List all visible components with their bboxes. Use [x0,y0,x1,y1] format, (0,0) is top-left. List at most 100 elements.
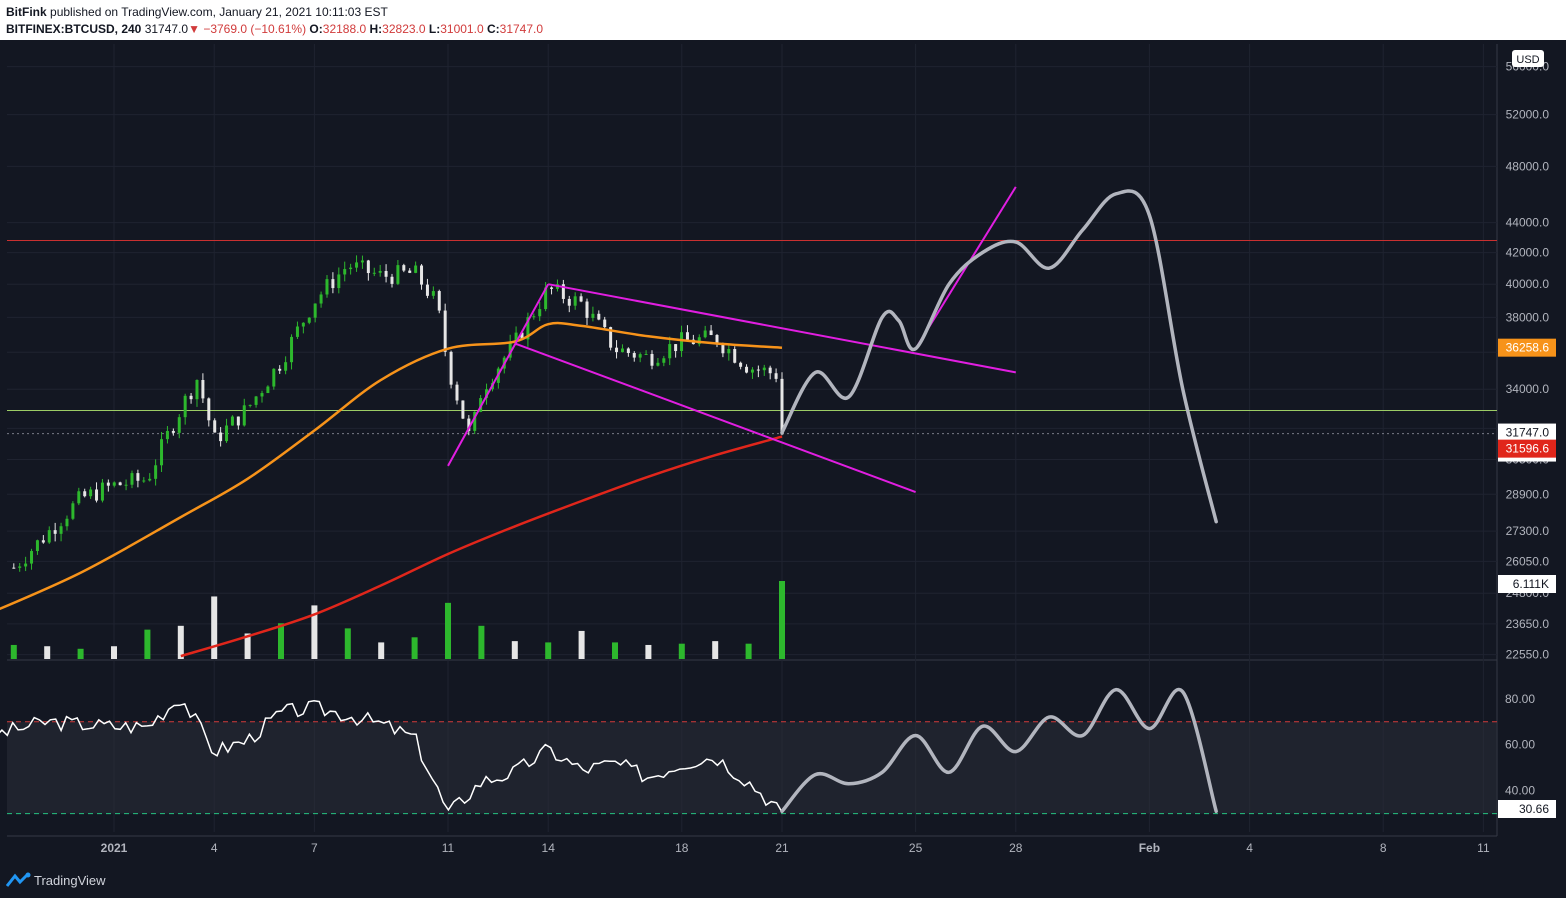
price-axis-label: 48000.0 [1506,159,1550,173]
candle-body [579,296,583,302]
candle-body [35,540,39,552]
candle-body [124,484,128,486]
volume-bar [645,644,652,659]
price-axis-label: 40000.0 [1506,277,1550,291]
time-axis-label: 11 [442,841,455,855]
candle-body [71,503,75,519]
candle-body [242,405,246,426]
candle-body [431,291,435,296]
candle-body [366,260,370,274]
candle-body [225,425,229,442]
candle-body [715,335,719,345]
time-axis-label: 21 [775,841,789,855]
price-projection-line [780,189,1218,524]
candle-body [349,267,353,270]
candle-body [360,260,364,263]
candle-body [295,326,299,337]
candle-body [567,298,571,306]
volume-bar [211,596,218,659]
volume-bar [445,602,451,659]
candle-body [24,563,28,567]
time-axis-label: 8 [1380,841,1387,855]
close-value: 31747.0 [499,22,544,36]
chart-canvas[interactable]: 2021 4 7 11 14 18 21 25 28 Feb 4 8 11 22550.0 23650.0 2… [0,40,1566,862]
currency-label: USD [1516,54,1539,66]
chart-frame[interactable]: 2021 4 7 11 14 18 21 25 28 Feb 4 8 11 22550.0 23650.0 2… [0,40,1566,862]
candle-body [709,330,713,336]
candle-body [213,420,217,433]
candle-body [739,362,743,367]
candle-body [603,319,607,328]
time-axis-label: 7 [311,841,318,855]
candle-body [47,530,51,543]
volume-bar [578,630,585,659]
low-value: 31001.0 [440,22,484,36]
tradingview-logo-icon [6,872,31,887]
candle-body [443,310,447,352]
candle-body [550,287,554,289]
time-axis-label: 11 [1477,841,1490,855]
time-axis-label: 18 [675,841,689,855]
candle-body [53,530,57,534]
candle-body [668,344,672,359]
candle-body [425,284,429,296]
candle-body [632,353,636,358]
candle-body [325,279,329,295]
candle-body [65,518,69,527]
candle-body [768,367,772,374]
time-axis-label: 28 [1009,841,1023,855]
candle-body [662,358,666,363]
trendline-flagpole [447,283,550,467]
price-axis-label: 22550.0 [1506,648,1550,662]
time-axis-label: 4 [1246,841,1253,855]
candle-body [136,473,140,481]
candle-body [626,348,630,354]
candle-body [561,284,565,299]
candle-body [313,303,317,318]
candle-body [12,567,16,569]
candle-body [597,313,601,320]
candle-body [656,362,660,366]
volume-bar [144,629,151,659]
volume-bar [511,641,518,659]
price-axis-label: 27300.0 [1506,524,1550,538]
candle-body [733,349,737,363]
candle-body [745,366,749,373]
candle-body [461,400,465,419]
open-label: O: [309,22,323,36]
candle-body [526,317,530,340]
candle-body [514,332,518,343]
candle-body [284,362,288,371]
ohlc-line: BITFINEX:BTCUSD, 240 31747.0▼ −3769.0 (−… [6,22,543,36]
footer: TradingView [0,862,1566,898]
brand-label[interactable]: TradingView [34,873,106,888]
rsi-axis-label: 60.00 [1505,738,1535,752]
candle-body [165,430,169,440]
candle-body [195,380,199,400]
price-axis-label: 34000.0 [1506,382,1550,396]
volume-bar [10,644,17,659]
candle-body [30,551,34,564]
rsi-axis-label: 40.00 [1505,784,1535,798]
candle-body [390,276,394,284]
chart-header: BitFink published on TradingView.com, Ja… [0,0,1566,40]
candle-body [290,336,294,363]
candle-body [573,296,577,306]
candle-body [473,411,477,431]
candle-body [544,287,548,310]
time-axis-label: Feb [1139,841,1160,855]
volume-bar [177,625,184,659]
candle-body [378,270,382,273]
candle-body [160,439,164,466]
candle-body [278,368,282,371]
candle-body [171,430,175,433]
symbol-label[interactable]: BITFINEX:BTCUSD, 240 [6,22,142,36]
volume-bar [311,605,318,659]
rsi-value-tag-bg [1498,800,1556,818]
author-name[interactable]: BitFink [6,5,47,19]
candle-body [585,301,589,318]
volume-bar [111,646,117,659]
candle-body [148,478,152,481]
high-value: 32823.0 [382,22,426,36]
volume-tag: 6.111K [1513,577,1549,591]
